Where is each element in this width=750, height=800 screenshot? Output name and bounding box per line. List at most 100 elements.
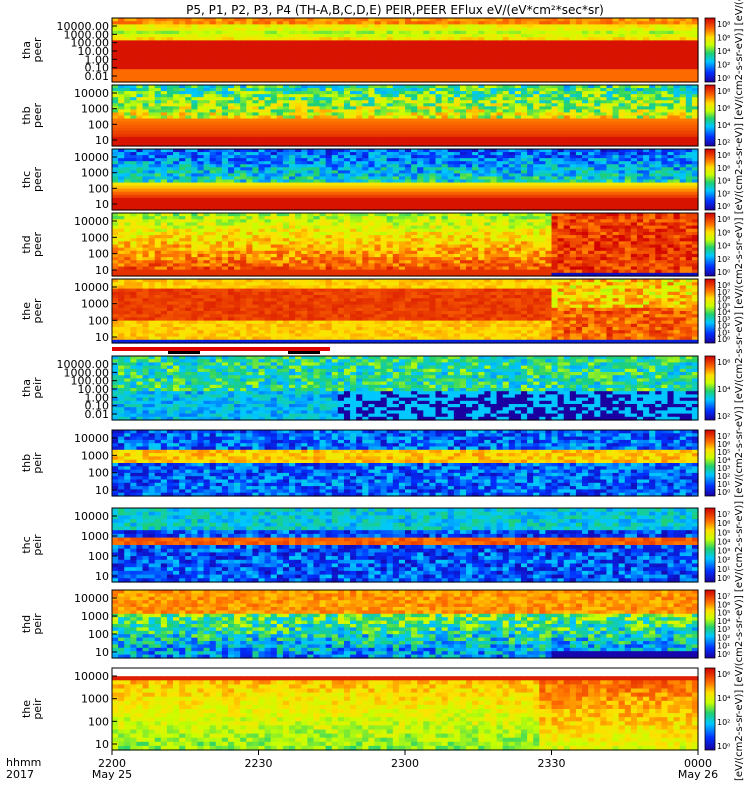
- heatmap-cell: [441, 94, 449, 98]
- heatmap-cell: [392, 75, 400, 80]
- heatmap-cell: [636, 62, 644, 67]
- heatmap-cell: [362, 124, 369, 129]
- heatmap-cell: [112, 72, 119, 77]
- heatmap-cell: [661, 59, 669, 64]
- heatmap-cell: [459, 69, 467, 73]
- heatmap-cell: [209, 88, 217, 92]
- heatmap-cell: [606, 75, 614, 80]
- heatmap-cell: [679, 88, 687, 92]
- heatmap-cell: [307, 75, 315, 80]
- heatmap-cell: [313, 43, 321, 48]
- heatmap-cell: [270, 56, 278, 61]
- heatmap-cell: [343, 53, 351, 57]
- heatmap-cell: [417, 112, 424, 117]
- heatmap-cell: [575, 112, 583, 117]
- heatmap-cell: [600, 121, 608, 126]
- heatmap-cell: [191, 46, 199, 51]
- heatmap-cell: [124, 124, 131, 129]
- heatmap-cell: [618, 88, 626, 92]
- heatmap-cell: [142, 100, 150, 104]
- heatmap-cell: [502, 34, 510, 38]
- heatmap-cell: [276, 62, 284, 67]
- heatmap-cell: [624, 59, 632, 64]
- heatmap-cell: [191, 66, 199, 70]
- heatmap-cell: [588, 69, 595, 73]
- heatmap-cell: [411, 59, 418, 64]
- heatmap-cell: [520, 91, 528, 95]
- heatmap-cell: [643, 115, 650, 120]
- heatmap-cell: [160, 43, 168, 48]
- heatmap-cell: [258, 43, 266, 48]
- heatmap-cell: [209, 18, 217, 22]
- heatmap-cell: [350, 91, 357, 95]
- heatmap-cell: [582, 50, 589, 54]
- heatmap-cell: [179, 78, 186, 83]
- heatmap-cell: [466, 109, 473, 114]
- heatmap-cell: [356, 103, 363, 107]
- heatmap-cell: [325, 115, 333, 120]
- heatmap-cell: [490, 40, 498, 45]
- heatmap-cell: [148, 118, 156, 123]
- heatmap-cell: [508, 127, 516, 132]
- heatmap-cell: [502, 112, 510, 117]
- heatmap-cell: [258, 21, 266, 25]
- heatmap-cell: [661, 21, 669, 25]
- heatmap-cell: [679, 30, 687, 35]
- heatmap-cell: [221, 109, 229, 114]
- heatmap-cell: [588, 121, 595, 126]
- heatmap-cell: [325, 112, 333, 117]
- heatmap-cell: [203, 121, 211, 126]
- heatmap-cell: [197, 18, 205, 22]
- heatmap-cell: [667, 72, 675, 77]
- heatmap-cell: [166, 112, 174, 117]
- heatmap-cell: [496, 109, 504, 114]
- heatmap-cell: [185, 112, 192, 117]
- heatmap-cell: [227, 91, 235, 95]
- heatmap-cell: [148, 40, 156, 45]
- heatmap-cell: [252, 139, 260, 144]
- heatmap-cell: [490, 24, 498, 29]
- heatmap-cell: [112, 97, 119, 101]
- heatmap-cell: [478, 66, 485, 70]
- heatmap-cell: [252, 85, 260, 89]
- heatmap-cell: [234, 139, 241, 144]
- heatmap-cell: [215, 130, 223, 135]
- heatmap-cell: [301, 115, 308, 120]
- heatmap-cell: [655, 59, 662, 64]
- heatmap-cell: [429, 21, 437, 25]
- heatmap-cell: [405, 106, 412, 110]
- y-tick-label: 10000.00: [57, 20, 110, 33]
- heatmap-cell: [563, 85, 571, 89]
- heatmap-cell: [343, 43, 351, 48]
- heatmap-cell: [246, 30, 253, 35]
- heatmap-cell: [313, 59, 321, 64]
- heatmap-cell: [557, 124, 565, 129]
- heatmap-cell: [386, 69, 394, 73]
- heatmap-cell: [496, 124, 504, 129]
- heatmap-cell: [313, 37, 321, 41]
- heatmap-cell: [142, 43, 150, 48]
- heatmap-cell: [502, 85, 510, 89]
- heatmap-cell: [545, 59, 553, 64]
- heatmap-cell: [453, 69, 461, 73]
- heatmap-cell: [160, 85, 168, 89]
- heatmap-cell: [380, 40, 388, 45]
- heatmap-cell: [679, 78, 687, 83]
- heatmap-cell: [484, 53, 492, 57]
- heatmap-cell: [148, 139, 156, 144]
- heatmap-cell: [124, 46, 131, 51]
- heatmap-cell: [331, 37, 339, 41]
- heatmap-cell: [557, 88, 565, 92]
- heatmap-cell: [618, 18, 626, 22]
- heatmap-cell: [264, 30, 272, 35]
- heatmap-cell: [331, 62, 339, 67]
- heatmap-cell: [264, 100, 272, 104]
- heatmap-cell: [118, 43, 125, 48]
- heatmap-cell: [667, 50, 675, 54]
- heatmap-cell: [539, 121, 546, 126]
- heatmap-cell: [130, 24, 138, 29]
- heatmap-cell: [624, 94, 632, 98]
- heatmap-cell: [270, 30, 278, 35]
- heatmap-cell: [527, 27, 534, 32]
- heatmap-cell: [563, 18, 571, 22]
